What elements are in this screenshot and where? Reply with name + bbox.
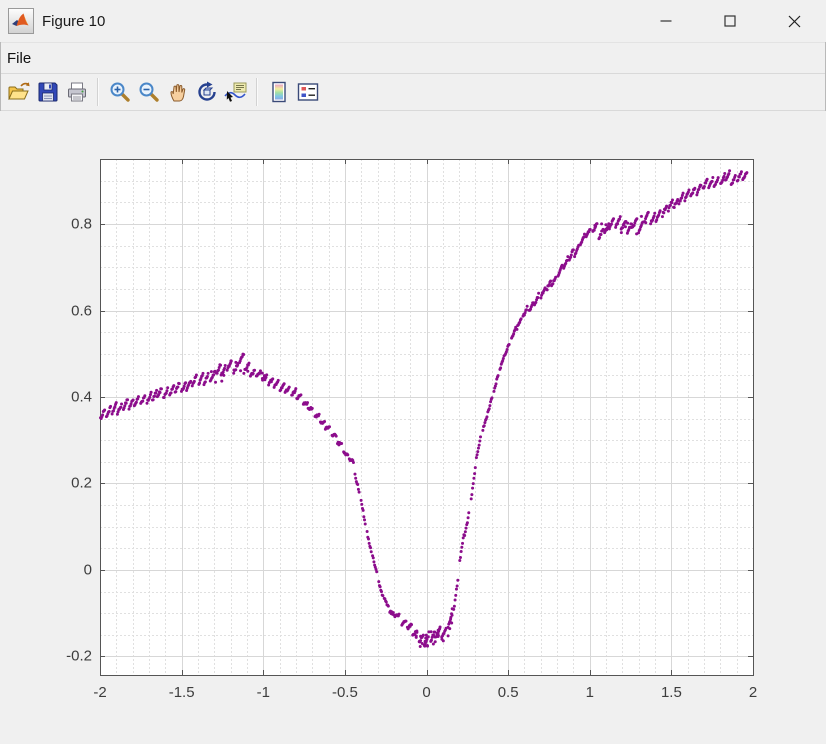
minimize-button[interactable] xyxy=(634,0,698,42)
legend-icon xyxy=(297,83,318,101)
titlebar[interactable]: Figure 10 xyxy=(0,0,826,42)
colorbar-icon xyxy=(271,81,286,103)
x-tick-label: -1 xyxy=(256,684,270,701)
toolbar-separator xyxy=(256,78,258,106)
plot-area: -2 -1.5 -1 -0.5 0 0.5 1 1.5 2 -0.2 0 0.2 0.4 0.6 0.8 xyxy=(0,111,826,744)
open-folder-icon xyxy=(7,82,30,100)
close-icon xyxy=(788,15,800,27)
data-cursor-icon xyxy=(223,82,246,102)
x-tick-label: -0.5 xyxy=(331,684,358,701)
print-button[interactable] xyxy=(62,76,91,108)
y-tick-label: 0.4 xyxy=(71,388,92,406)
rotate-3d-button[interactable] xyxy=(192,76,221,108)
x-tick-label: 1.5 xyxy=(660,684,682,701)
x-tick-label: 0.5 xyxy=(497,684,519,701)
y-tick-label: 0.2 xyxy=(71,474,92,492)
zoom-out-button[interactable] xyxy=(134,76,163,108)
menubar: File xyxy=(0,42,826,73)
y-tick-label: -0.2 xyxy=(66,647,92,665)
pan-button[interactable] xyxy=(163,76,192,108)
save-floppy-icon xyxy=(38,82,57,102)
window-title: Figure 10 xyxy=(42,12,106,30)
maximize-icon xyxy=(724,15,736,27)
x-tick-label: 0 xyxy=(422,684,431,701)
matlab-logo-icon xyxy=(8,8,34,34)
window-controls xyxy=(634,0,826,42)
close-button[interactable] xyxy=(762,0,826,42)
data-cursor-button[interactable] xyxy=(221,76,250,108)
insert-legend-button[interactable] xyxy=(293,76,322,108)
pan-hand-icon xyxy=(169,84,185,102)
x-tick-label: 1 xyxy=(585,684,594,701)
toolbar xyxy=(0,73,826,111)
zoom-in-icon xyxy=(110,82,130,102)
y-tick-label: 0.6 xyxy=(71,302,92,319)
printer-icon xyxy=(67,82,86,102)
insert-colorbar-button[interactable] xyxy=(264,76,293,108)
zoom-in-button[interactable] xyxy=(105,76,134,108)
plot-canvas[interactable] xyxy=(0,111,826,744)
menu-file[interactable]: File xyxy=(7,49,32,67)
x-tick-label: -2 xyxy=(93,684,107,701)
y-tick-label: 0.8 xyxy=(71,215,92,233)
minimize-icon xyxy=(660,20,672,22)
save-button[interactable] xyxy=(33,76,62,108)
open-file-button[interactable] xyxy=(4,76,33,108)
zoom-out-icon xyxy=(139,82,159,102)
toolbar-separator xyxy=(97,78,99,106)
y-tick-label: 0 xyxy=(83,561,92,579)
x-tick-label: 2 xyxy=(748,684,758,701)
maximize-button[interactable] xyxy=(698,0,762,42)
rotate-3d-icon xyxy=(197,81,216,101)
x-tick-label: -1.5 xyxy=(168,684,195,701)
